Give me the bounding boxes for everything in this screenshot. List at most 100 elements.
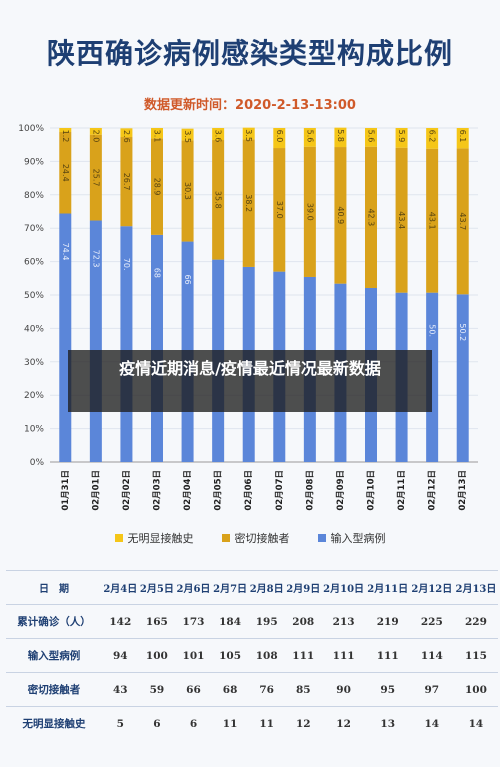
legend-item-imported: 输入型病例 [317, 530, 386, 546]
table-cell: 184 [211, 604, 249, 639]
bar-segment [89, 128, 102, 135]
table-row: 累计确诊（人） 142 165 173 184 195 208 213 219 … [6, 604, 498, 639]
data-label: 70. [122, 258, 131, 271]
table-cell: 105 [211, 638, 249, 673]
data-label: 5.6 [305, 130, 314, 143]
data-label: 2.0 [91, 130, 100, 143]
overlay-caption: 疫情近期消息/疫情最近情况最新数据 [68, 350, 432, 412]
table-cell: 94 [102, 638, 139, 673]
bar-segment [456, 148, 469, 295]
legend-item-unknown: 无明显接触史 [114, 530, 194, 546]
table-cell: 6 [175, 706, 212, 740]
bar-segment [365, 146, 377, 288]
data-label: 43.1 [428, 212, 437, 230]
legend-label-contact: 密切接触者 [234, 532, 290, 545]
y-tick-label: 40% [24, 324, 44, 334]
table-cell: 6 [138, 706, 176, 740]
table-date: 2月7日 [211, 570, 249, 605]
y-tick-label: 80% [24, 191, 44, 201]
table-cell: 14 [453, 706, 498, 740]
data-label: 3.1 [153, 130, 162, 143]
bar-segment [120, 137, 133, 227]
table-cell: 97 [409, 672, 454, 707]
bar-segment [456, 294, 469, 462]
data-label: 72.3 [91, 250, 100, 268]
data-label: 25.7 [91, 169, 100, 187]
data-label: 43.4 [397, 211, 406, 229]
table-cell: 111 [365, 638, 410, 673]
bar-segment [151, 128, 163, 139]
y-tick-label: 100% [18, 124, 44, 134]
bar-segment [303, 146, 316, 277]
legend-swatch-imported [317, 534, 326, 542]
data-label: 37.0 [275, 201, 284, 219]
data-label: 66 [183, 274, 192, 284]
bar-segment [151, 138, 163, 235]
legend-label-imported: 输入型病例 [330, 532, 386, 545]
data-label: 35.8 [214, 191, 223, 209]
x-tick-label: 02月07日 [275, 470, 285, 511]
table-cell: 11 [248, 706, 285, 740]
update-time: 数据更新时间：2020-2-13-13:00 [144, 98, 356, 113]
table-row-label: 无明显接触史 [6, 706, 102, 740]
data-label: 39.0 [305, 203, 314, 221]
table-date: 2月13日 [453, 570, 498, 605]
data-label: 5.6 [367, 130, 376, 143]
x-tick-label: 02月01日 [91, 470, 101, 511]
table-row-label: 密切接触者 [6, 672, 102, 707]
y-tick-label: 20% [24, 391, 44, 401]
data-label: 3.5 [183, 130, 192, 143]
bar-segment [89, 134, 102, 221]
table-cell: 66 [175, 672, 212, 707]
data-label: 40.9 [336, 206, 345, 224]
table-cell: 208 [284, 604, 322, 639]
x-tick-label: 01月31日 [61, 470, 71, 511]
data-label: 2.6 [122, 130, 131, 143]
table-cell: 11 [211, 706, 249, 740]
table-cell: 5 [102, 706, 139, 740]
table-cell: 85 [284, 672, 322, 707]
table-row-label: 累计确诊（人） [6, 604, 102, 639]
x-tick-label: 02月13日 [458, 470, 468, 511]
y-tick-label: 60% [24, 258, 44, 268]
table-cell: 100 [138, 638, 176, 673]
table-row: 输入型病例 94 100 101 105 108 111 111 111 114… [6, 638, 498, 673]
x-tick-label: 02月10日 [367, 470, 377, 511]
table-date: 2月10日 [321, 570, 366, 605]
bar-segment [334, 127, 347, 148]
bar-segment [334, 147, 347, 284]
bar-segment [456, 128, 469, 149]
legend-item-contact: 密切接触者 [221, 530, 290, 546]
data-label: 28.9 [153, 178, 162, 196]
table-cell: 95 [365, 672, 410, 707]
data-label: 42.3 [367, 208, 376, 226]
legend-label-unknown: 无明显接触史 [127, 532, 194, 545]
data-label: 6.2 [428, 130, 437, 143]
table-cell: 111 [321, 638, 366, 673]
table-cell: 108 [248, 638, 285, 673]
y-tick-label: 90% [24, 157, 44, 167]
data-label: 1.2 [61, 130, 70, 143]
data-label: 68 [153, 268, 162, 278]
data-label: 50.2 [458, 323, 467, 341]
data-label: 26.7 [122, 173, 131, 191]
table-date: 2月12日 [409, 570, 454, 605]
data-label: 5.9 [397, 130, 406, 143]
legend: 无明显接触史 密切接触者 输入型病例 [0, 530, 500, 546]
bar-segment [59, 132, 72, 214]
table-date: 2月5日 [138, 570, 176, 605]
bar-segment [303, 128, 316, 147]
table-date: 2月6日 [175, 570, 212, 605]
legend-swatch-contact [221, 534, 230, 542]
y-tick-label: 0% [30, 458, 45, 468]
bar-segment [181, 140, 194, 242]
data-label: 30.3 [183, 182, 192, 200]
table-cell: 12 [284, 706, 322, 740]
table-date: 2月9日 [284, 570, 322, 605]
table-date: 2月8日 [248, 570, 285, 605]
bar-segment [395, 147, 408, 293]
table-cell: 115 [453, 638, 498, 673]
x-tick-label: 02月02日 [122, 470, 132, 511]
y-tick-label: 50% [24, 291, 44, 301]
chart-title: 陕西确诊病例感染类型构成比例 [46, 37, 453, 70]
